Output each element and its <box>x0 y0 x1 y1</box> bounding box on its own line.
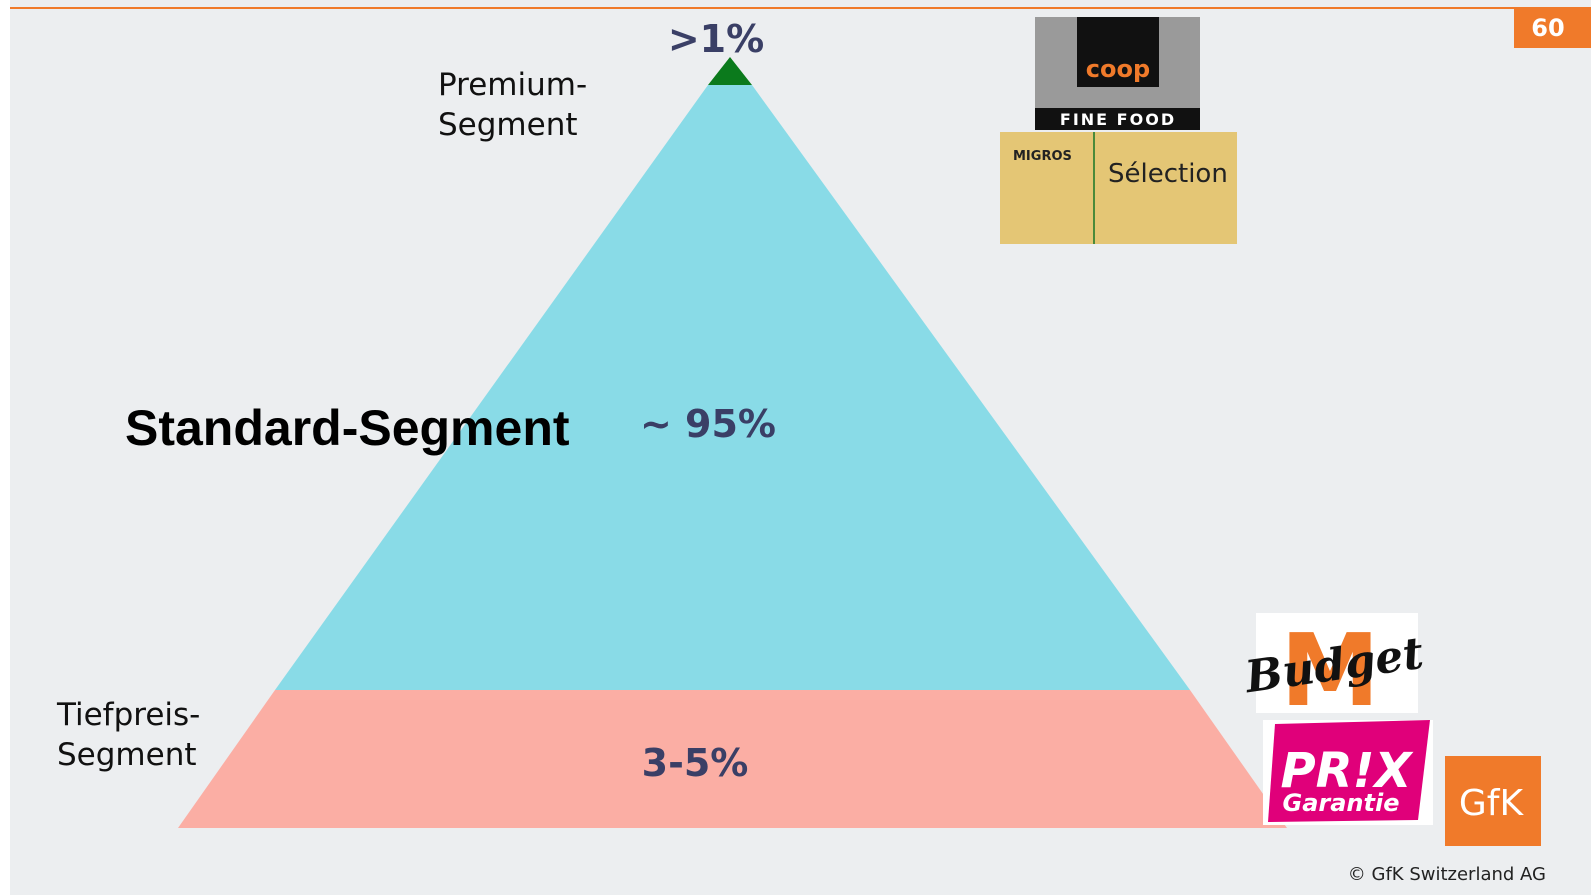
copyright: © GfK Switzerland AG <box>1348 864 1546 885</box>
prix-bottom: Garantie <box>1283 789 1400 817</box>
premium-share: >1% <box>668 17 764 61</box>
coop-brand: coop <box>1086 55 1150 83</box>
coop-logo-box <box>1077 17 1159 87</box>
prix-top: PR!X <box>1280 743 1413 799</box>
gfk-logo <box>1445 756 1541 846</box>
page-number-box <box>1514 8 1591 48</box>
gfk-text: GfK <box>1459 783 1525 824</box>
low-price-share: 3-5% <box>642 741 749 785</box>
migros-logo <box>1000 132 1237 244</box>
coop-line: FINE FOOD <box>1060 110 1176 129</box>
coop-logo-band <box>1035 108 1200 130</box>
migros-brand: MIGROS <box>1013 149 1072 164</box>
premium-label: Segment <box>438 107 578 143</box>
standard-share: ~ 95% <box>640 402 776 446</box>
premium-segment-shape <box>708 57 752 85</box>
standard-label: Standard-Segment <box>125 400 570 456</box>
m-budget-logo <box>1256 613 1418 713</box>
standard-segment-shape <box>275 85 1190 690</box>
m-budget-letter: M <box>1280 612 1380 729</box>
low-price-label: Segment <box>57 737 197 773</box>
migros-line: Sélection <box>1108 159 1228 189</box>
premium-label: Premium- <box>438 67 587 103</box>
low-price-segment-shape <box>178 690 1287 828</box>
prix-logo-shape <box>1268 720 1430 822</box>
low-price-label: Tiefpreis- <box>56 697 200 733</box>
page-number: 60 <box>1531 14 1564 42</box>
